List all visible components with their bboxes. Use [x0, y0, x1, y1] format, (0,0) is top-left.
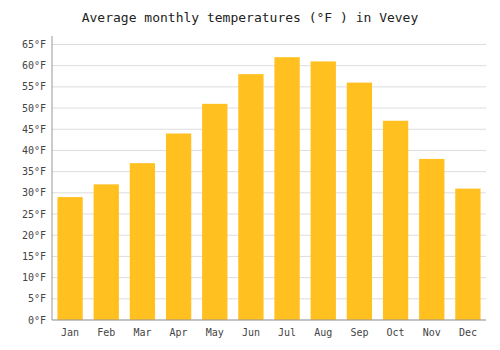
y-axis: 0°F 5°F 10°F 15°F 20°F 25°F 30°F 35°F 40°F 45°F 50…: [22, 39, 46, 326]
bar: [274, 57, 299, 320]
bar: [57, 197, 82, 320]
title: Average monthly temperatures (°F ) in Ve…: [82, 10, 419, 25]
y-tick-label: 50°F: [22, 103, 46, 114]
x-tick-label: Nov: [423, 327, 441, 338]
y-tick-label: 45°F: [22, 124, 46, 135]
grid-line: [52, 108, 486, 109]
y-tick-label: 5°F: [28, 293, 46, 304]
x-tick-label: Feb: [97, 327, 115, 338]
y-tick-label: 0°F: [28, 315, 46, 326]
bar: [238, 74, 263, 320]
y-tick-label: 20°F: [22, 230, 46, 241]
bar: [311, 61, 336, 320]
grid-line: [52, 65, 486, 66]
bar: [166, 133, 191, 320]
y-tick-label: 60°F: [22, 60, 46, 71]
bar: [419, 159, 444, 320]
x-tick-label: Sep: [350, 327, 368, 338]
grid-line: [52, 44, 486, 45]
y-tick-label: 40°F: [22, 145, 46, 156]
bars: [57, 57, 480, 320]
x-tick-label: Jan: [61, 327, 79, 338]
bar: [455, 189, 480, 320]
grid-line: [52, 150, 486, 151]
x-axis-line: [52, 320, 486, 321]
y-axis-line: [52, 36, 53, 320]
y-tick-label: 30°F: [22, 187, 46, 198]
y-tick-label: 55°F: [22, 81, 46, 92]
chart: Average monthly temperatures (°F ) in Ve…: [0, 0, 500, 350]
x-tick-label: Jun: [242, 327, 260, 338]
grid-line: [52, 320, 486, 321]
y-tick-label: 65°F: [22, 39, 46, 50]
bar: [94, 184, 119, 320]
x-tick-label: Jul: [278, 327, 296, 338]
bar: [202, 104, 227, 320]
x-tick-label: Mar: [133, 327, 151, 338]
x-tick-label: May: [206, 327, 224, 338]
x-tick-label: Aug: [314, 327, 332, 338]
bar: [130, 163, 155, 320]
y-tick-label: 15°F: [22, 251, 46, 262]
bar: [347, 83, 372, 320]
bar: [383, 121, 408, 320]
x-tick-label: Oct: [387, 327, 405, 338]
x-tick-label: Apr: [170, 327, 188, 338]
y-tick-label: 35°F: [22, 166, 46, 177]
x-tick-label: Dec: [459, 327, 477, 338]
y-tick-label: 10°F: [22, 272, 46, 283]
grid: [52, 44, 486, 320]
x-axis: Jan Feb Mar Apr May Jun Jul Aug Sep Oct Nov Dec: [61, 327, 477, 338]
y-tick-label: 25°F: [22, 209, 46, 220]
grid-line: [52, 129, 486, 130]
grid-line: [52, 86, 486, 87]
